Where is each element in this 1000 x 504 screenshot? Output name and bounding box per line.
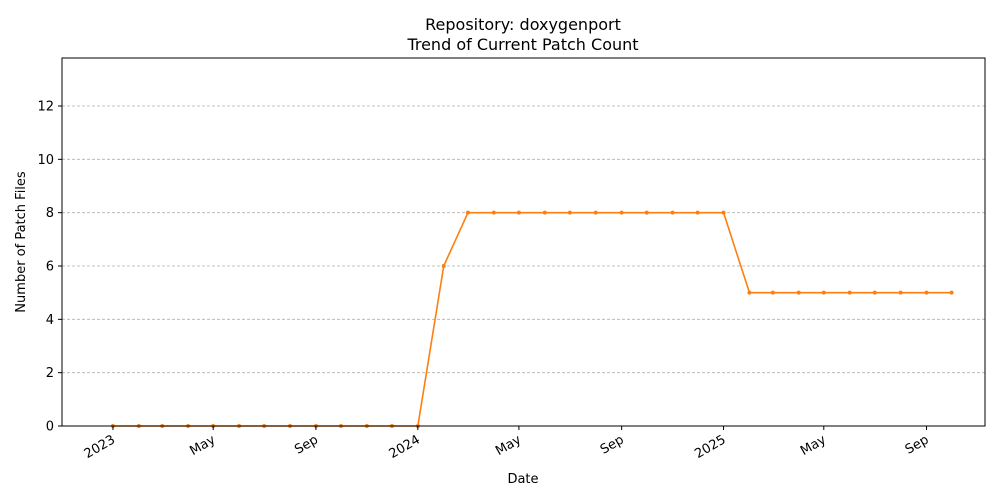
data-point xyxy=(491,210,496,215)
data-point xyxy=(949,290,954,295)
y-tick-label: 6 xyxy=(46,260,54,275)
y-tick-label: 4 xyxy=(46,313,54,328)
x-axis-label: Date xyxy=(507,472,538,487)
data-point xyxy=(593,210,598,215)
data-point xyxy=(670,210,675,215)
data-point xyxy=(898,290,903,295)
plot-frame xyxy=(61,57,986,427)
data-point xyxy=(516,210,521,215)
chart-title-line1: Repository: doxygenport xyxy=(425,15,621,34)
data-point xyxy=(441,264,446,268)
y-tick-label: 8 xyxy=(46,206,54,221)
y-tick-label: 12 xyxy=(37,100,54,115)
data-point xyxy=(465,210,470,215)
data-point xyxy=(567,210,572,215)
data-point xyxy=(695,210,700,215)
chart-title-line2: Trend of Current Patch Count xyxy=(406,35,638,54)
y-tick-label: 2 xyxy=(46,366,54,381)
data-point xyxy=(847,290,852,295)
data-point xyxy=(644,210,649,215)
data-point xyxy=(796,290,801,295)
y-tick-label: 10 xyxy=(37,153,54,168)
data-point xyxy=(924,290,929,295)
y-axis-label: Number of Patch Files xyxy=(14,171,29,313)
data-point xyxy=(721,210,726,215)
y-tick-label: 0 xyxy=(46,420,54,435)
data-point xyxy=(872,290,877,295)
data-point xyxy=(747,290,752,295)
data-point xyxy=(619,210,624,215)
data-point xyxy=(542,210,547,215)
data-point xyxy=(770,290,775,295)
data-point xyxy=(821,290,826,295)
